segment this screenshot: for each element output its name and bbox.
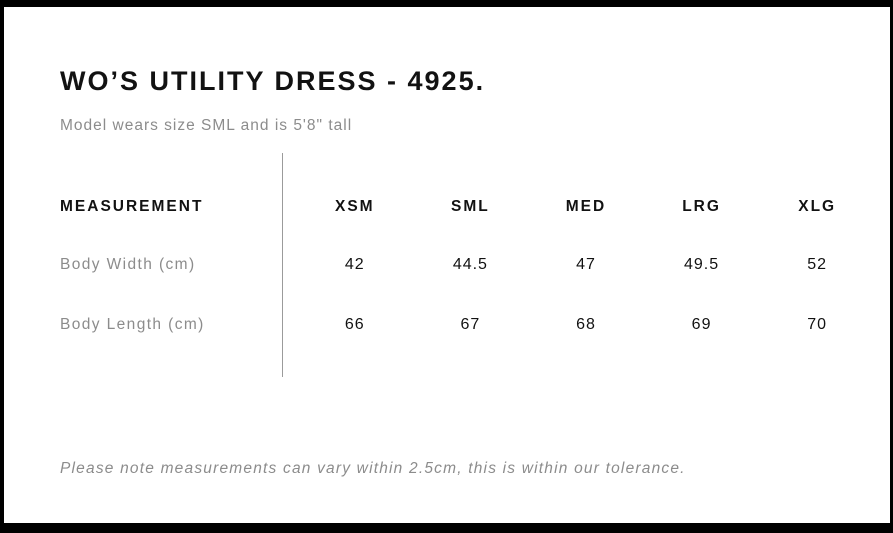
body-length-xsm: 66 xyxy=(344,316,365,333)
body-length-lrg: 69 xyxy=(691,316,712,333)
table-header-row: MEASUREMENT XSM SML MED LRG XLG xyxy=(60,195,875,219)
column-header-measurement: MEASUREMENT xyxy=(60,198,204,215)
column-header-xlg: XLG xyxy=(798,198,837,215)
body-length-xlg: 70 xyxy=(807,316,828,333)
page-title: WO’S UTILITY DRESS - 4925. xyxy=(60,66,486,96)
body-width-xsm: 42 xyxy=(344,256,365,273)
tolerance-note: Please note measurements can vary within… xyxy=(60,460,686,477)
table-row-body-length: Body Length (cm) 66 67 68 69 70 xyxy=(60,313,875,337)
body-width-xlg: 52 xyxy=(807,256,828,273)
row-label: Body Length (cm) xyxy=(60,316,205,333)
table-row-body-width: Body Width (cm) 42 44.5 47 49.5 52 xyxy=(60,253,875,277)
body-width-lrg: 49.5 xyxy=(684,256,720,273)
body-length-sml: 67 xyxy=(460,316,481,333)
row-label: Body Width (cm) xyxy=(60,256,196,273)
column-header-lrg: LRG xyxy=(682,198,721,215)
column-header-sml: SML xyxy=(451,198,490,215)
column-header-med: MED xyxy=(565,198,607,215)
column-divider xyxy=(282,153,283,377)
model-size-note: Model wears size SML and is 5'8" tall xyxy=(60,117,353,134)
body-length-med: 68 xyxy=(576,316,596,333)
body-width-sml: 44.5 xyxy=(452,256,488,273)
body-width-med: 47 xyxy=(576,256,596,273)
column-header-xsm: XSM xyxy=(335,198,375,215)
